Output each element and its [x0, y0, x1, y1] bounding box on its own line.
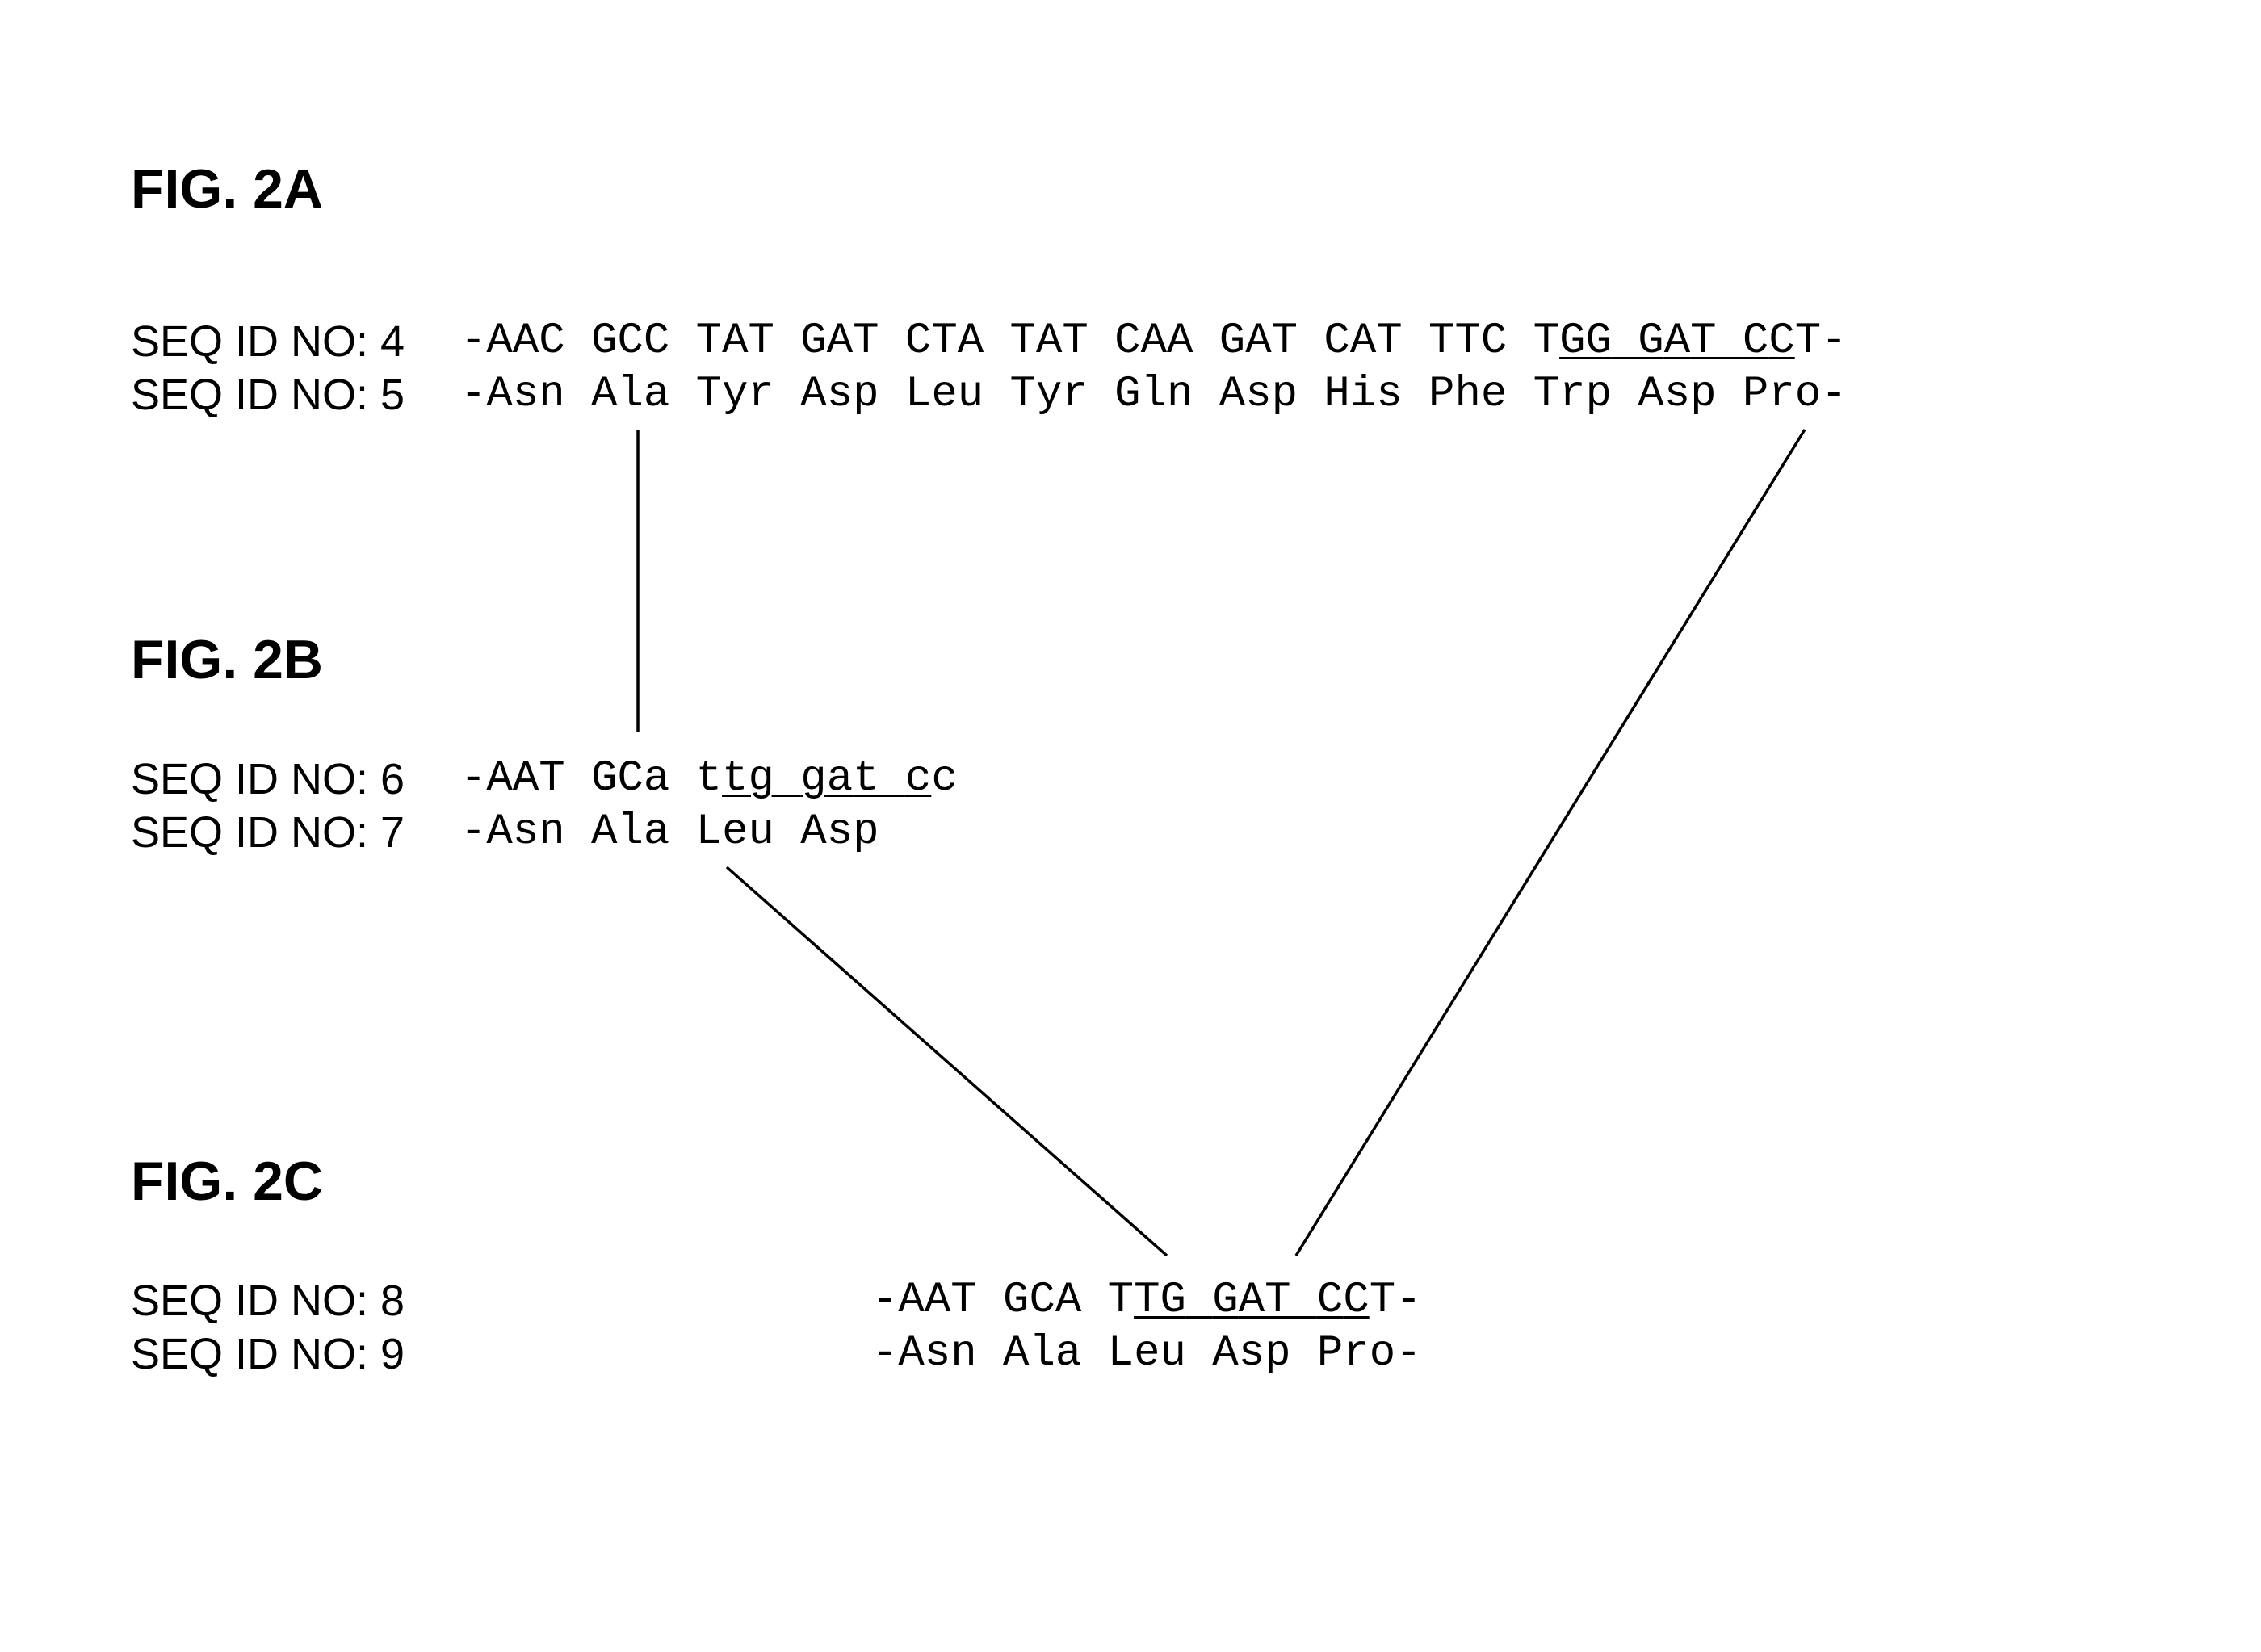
connector-line: [727, 867, 1167, 1256]
fig-2c-label: FIG. 2C: [131, 1150, 323, 1213]
seq-id-8-label: SEQ ID NO: 8: [131, 1276, 405, 1326]
seq-id-7-sequence: -Asn Ala Leu Asp: [460, 807, 879, 857]
fig-2b-label: FIG. 2B: [131, 628, 323, 691]
seq-id-5-label: SEQ ID NO: 5: [131, 370, 405, 420]
fig-2a-label: FIG. 2A: [131, 157, 323, 220]
seq-id-9-sequence: -Asn Ala Leu Asp Pro-: [872, 1329, 1422, 1378]
seq-id-4-sequence: -AAC GCC TAT GAT CTA TAT CAA GAT CAT TTC…: [460, 317, 1848, 366]
connector-line: [1296, 430, 1805, 1256]
seq-id-6-sequence: -AAT GCa ttg gat cc: [460, 754, 958, 803]
seq-id-9-label: SEQ ID NO: 9: [131, 1329, 405, 1379]
seq-id-6-label: SEQ ID NO: 6: [131, 754, 405, 804]
seq-id-7-label: SEQ ID NO: 7: [131, 807, 405, 857]
seq-id-8-sequence: -AAT GCA TTG GAT CCT-: [872, 1276, 1422, 1325]
seq-id-5-sequence: -Asn Ala Tyr Asp Leu Tyr Gln Asp His Phe…: [460, 370, 1848, 419]
seq-id-4-label: SEQ ID NO: 4: [131, 317, 405, 367]
